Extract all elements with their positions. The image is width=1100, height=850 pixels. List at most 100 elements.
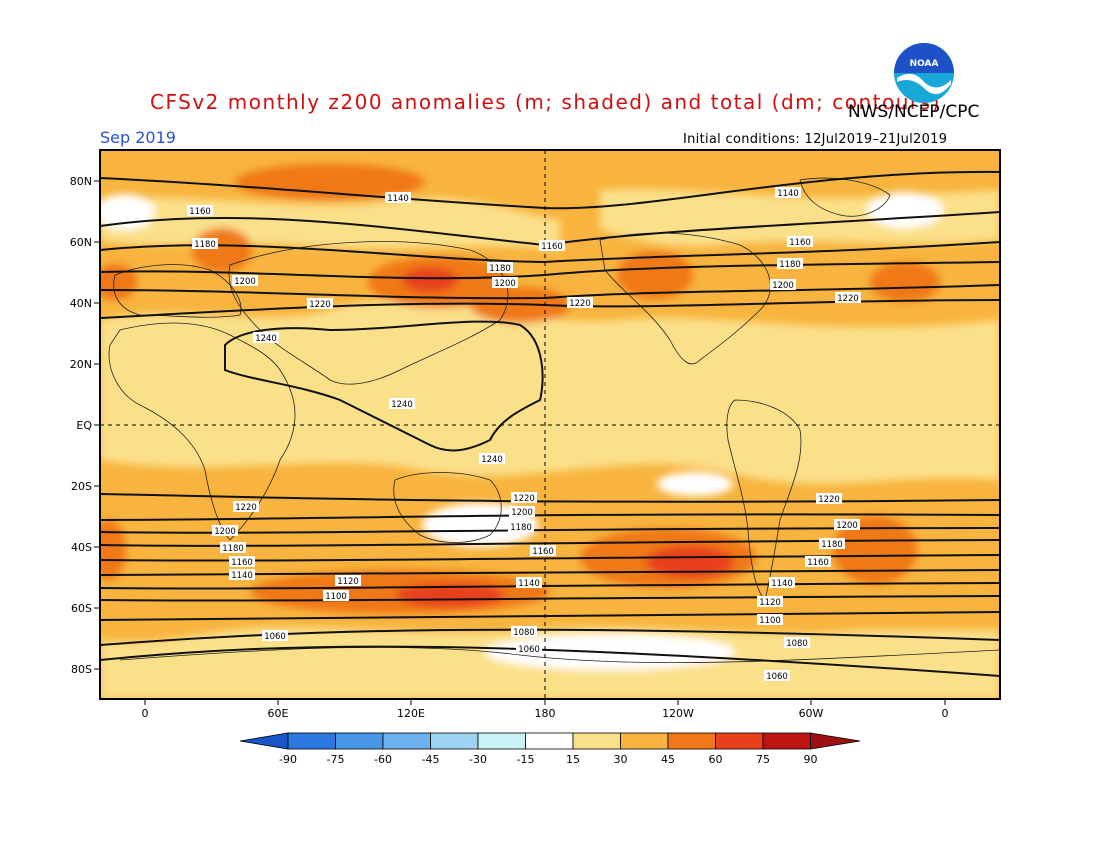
svg-text:1120: 1120 — [337, 577, 359, 587]
colorbar-cell — [382, 732, 431, 750]
svg-text:1200: 1200 — [214, 527, 236, 537]
contour-label-1140: 1140 — [516, 577, 542, 589]
colorbar-cell — [762, 732, 811, 750]
colorbar-label: 90 — [804, 753, 818, 766]
lat-label-40s: 40S — [71, 541, 92, 554]
svg-text:1220: 1220 — [235, 503, 257, 513]
contour-label-1240: 1240 — [389, 398, 415, 410]
contour-label-1100: 1100 — [757, 614, 783, 626]
anomaly-shading: 1140 1140 1160 1160 1160 1180 1180 1180 … — [100, 150, 1000, 699]
svg-text:1220: 1220 — [309, 300, 331, 310]
contour-label-1200: 1200 — [492, 277, 518, 289]
contour-label-1060: 1060 — [764, 670, 790, 682]
contour-label-1160: 1160 — [539, 240, 565, 252]
contour-label-1200: 1200 — [509, 506, 535, 518]
lon-label-0: 0 — [142, 707, 149, 720]
svg-text:1180: 1180 — [489, 264, 511, 274]
svg-text:1220: 1220 — [837, 294, 859, 304]
colorbar-label: 60 — [709, 753, 723, 766]
svg-text:1220: 1220 — [513, 494, 535, 504]
svg-text:1180: 1180 — [222, 544, 244, 554]
colorbar-arrow-right — [810, 732, 861, 750]
svg-text:1200: 1200 — [234, 277, 256, 287]
svg-text:1240: 1240 — [391, 400, 413, 410]
colorbar-cell — [287, 732, 336, 750]
colorbar-label: 75 — [756, 753, 770, 766]
contour-label-1180: 1180 — [487, 262, 513, 274]
contour-label-1160: 1160 — [187, 205, 213, 217]
lat-label-20n: 20N — [70, 358, 92, 371]
colorbar-label: -30 — [469, 753, 487, 766]
svg-text:1180: 1180 — [510, 523, 532, 533]
initial-conditions: Initial conditions: 12Jul2019–21Jul2019 — [683, 132, 948, 147]
lat-label-80n: 80N — [70, 175, 92, 188]
lat-label-40n: 40N — [70, 297, 92, 310]
svg-text:1180: 1180 — [194, 240, 216, 250]
svg-text:1060: 1060 — [766, 672, 788, 682]
agency-label: NWS/NCEP/CPC — [848, 102, 980, 122]
contour-label-1180: 1180 — [777, 258, 803, 270]
svg-text:1060: 1060 — [264, 632, 286, 642]
lon-label-60w: 60W — [799, 707, 824, 720]
svg-text:1240: 1240 — [481, 455, 503, 465]
contour-label-1200: 1200 — [770, 279, 796, 291]
contour-label-1060: 1060 — [262, 630, 288, 642]
noaa-logo-text: NOAA — [910, 59, 939, 69]
svg-text:1160: 1160 — [231, 558, 253, 568]
colorbar-cell — [620, 732, 669, 750]
contour-label-1180: 1180 — [508, 521, 534, 533]
lon-label-0-east: 0 — [942, 707, 949, 720]
colorbar-cell — [715, 732, 764, 750]
map-title: CFSv2 monthly z200 anomalies (m; shaded)… — [150, 90, 941, 114]
svg-text:1080: 1080 — [513, 628, 535, 638]
contour-label-1160: 1160 — [229, 556, 255, 568]
contour-label-1140: 1140 — [775, 187, 801, 199]
svg-text:1240: 1240 — [255, 334, 277, 344]
colorbar-cell — [667, 732, 716, 750]
colorbar: -90 -75 -60 -45 -30 -15 15 30 45 60 75 9… — [239, 732, 861, 766]
svg-text:1200: 1200 — [836, 521, 858, 531]
contour-label-1220: 1220 — [233, 501, 259, 513]
svg-text:1160: 1160 — [541, 242, 563, 252]
lon-label-120w: 120W — [662, 707, 694, 720]
noaa-logo: NOAA — [893, 42, 955, 104]
contour-label-1220: 1220 — [511, 492, 537, 504]
forecast-month: Sep 2019 — [100, 128, 176, 147]
lon-label-120e: 120E — [397, 707, 425, 720]
contour-label-1160: 1160 — [530, 545, 556, 557]
colorbar-label: -90 — [279, 753, 297, 766]
svg-text:1140: 1140 — [387, 194, 409, 204]
contour-label-1140: 1140 — [769, 577, 795, 589]
lat-label-60s: 60S — [71, 602, 92, 615]
contour-label-1060: 1060 — [516, 643, 542, 655]
colorbar-cell — [335, 732, 384, 750]
contour-label-1220: 1220 — [816, 493, 842, 505]
contour-label-1220: 1220 — [835, 292, 861, 304]
lat-label-20s: 20S — [71, 480, 92, 493]
colorbar-cell — [477, 732, 526, 750]
svg-text:1080: 1080 — [786, 639, 808, 649]
lon-label-60e: 60E — [268, 707, 289, 720]
contour-label-1240: 1240 — [479, 453, 505, 465]
colorbar-label: -15 — [517, 753, 535, 766]
colorbar-label: 45 — [661, 753, 675, 766]
lat-label-eq: EQ — [76, 419, 92, 432]
lat-label-80s: 80S — [71, 663, 92, 676]
contour-label-1180: 1180 — [819, 538, 845, 550]
contour-label-1080: 1080 — [511, 626, 537, 638]
contour-label-1100: 1100 — [323, 590, 349, 602]
colorbar-cell — [525, 732, 574, 750]
contour-label-1180: 1180 — [192, 238, 218, 250]
svg-text:1120: 1120 — [759, 598, 781, 608]
contour-label-1120: 1120 — [757, 596, 783, 608]
colorbar-label: -60 — [374, 753, 392, 766]
lon-label-180: 180 — [535, 707, 556, 720]
height-contours — [100, 170, 1000, 677]
lat-label-60n: 60N — [70, 236, 92, 249]
colorbar-arrow-left — [239, 732, 289, 750]
contour-label-1200: 1200 — [212, 525, 238, 537]
contour-label-1120: 1120 — [335, 575, 361, 587]
svg-text:1140: 1140 — [518, 579, 540, 589]
colorbar-label: 15 — [566, 753, 580, 766]
